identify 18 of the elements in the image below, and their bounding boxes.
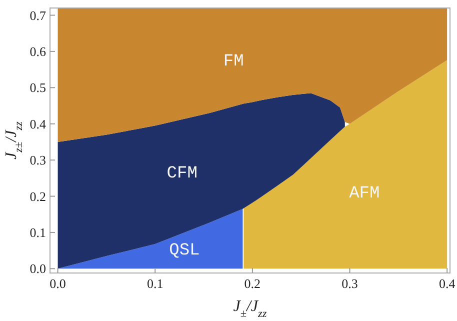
y-tick-label: 0.4 — [30, 116, 46, 132]
x-tick-label: 0.2 — [244, 276, 261, 291]
series-label: AFM — [349, 184, 380, 204]
y-tick-label: 0.6 — [30, 44, 46, 59]
series-label: CFM — [166, 164, 198, 184]
x-tick-label: 0.0 — [50, 276, 66, 291]
x-tick-label: 0.3 — [342, 276, 358, 291]
y-tick-label: 0.3 — [30, 152, 46, 168]
y-tick-label: 0.5 — [30, 80, 46, 96]
x-tick-label: 0.1 — [146, 276, 164, 291]
x-tick-label: 0.4 — [438, 276, 456, 291]
y-tick-label: 0.2 — [30, 188, 46, 204]
series-label: QSL — [169, 241, 200, 260]
series-label: FM — [223, 52, 244, 72]
y-tick-label: 0.7 — [30, 8, 46, 23]
x-axis-title: J$_{±}$/J$_{zz}$ — [233, 298, 268, 320]
y-tick-label: 0.1 — [30, 225, 46, 240]
y-tick-label: 0.0 — [30, 261, 46, 276]
